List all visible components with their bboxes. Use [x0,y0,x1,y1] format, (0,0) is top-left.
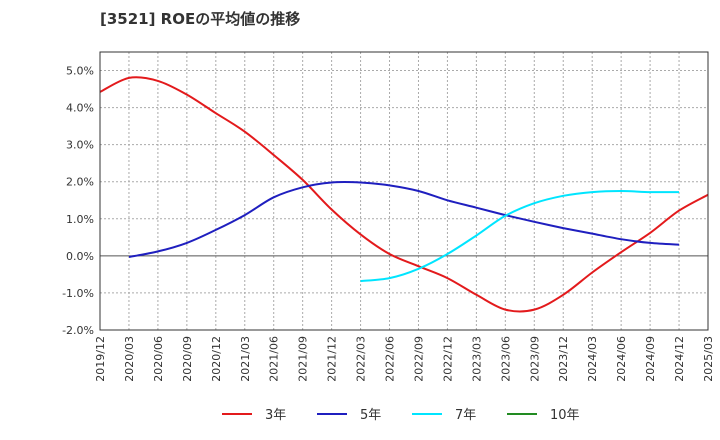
y-tick-label: -2.0% [62,324,94,337]
legend: 3年 5年 7年 10年 [222,408,580,423]
x-tick-label: 2020/12 [210,336,223,382]
x-tick-label: 2022/09 [412,336,425,382]
x-tick-label: 2023/09 [528,336,541,382]
x-tick-label: 2021/09 [297,336,310,382]
y-tick-label: 4.0% [66,102,94,115]
x-tick-label: 2023/12 [557,336,570,382]
y-axis-ticks: -2.0% -1.0% 0.0% 1.0% 2.0% 3.0% 4.0% 5.0% [62,65,94,337]
y-tick-label: 3.0% [66,139,94,152]
x-tick-label: 2024/03 [586,336,599,382]
x-tick-label: 2021/03 [239,336,252,382]
x-tick-label: 2020/09 [181,336,194,382]
y-tick-label: 2.0% [66,176,94,189]
series-lines [99,76,709,313]
legend-label-2: 7年 [455,408,476,423]
plot-frame [99,51,709,331]
series-line-2 [360,190,680,283]
x-axis-ticks: 2019/12 2020/03 2020/06 2020/09 2020/12 2021/… [94,336,715,382]
x-tick-label: 2024/09 [644,336,657,382]
x-tick-label: 2021/12 [326,336,339,382]
x-tick-label: 2023/03 [470,336,483,382]
x-tick-label: 2021/06 [268,336,281,382]
y-tick-label: 0.0% [66,250,94,263]
legend-label-3: 10年 [550,408,580,423]
series-line-1 [128,181,680,258]
y-tick-label: 1.0% [66,213,94,226]
x-tick-label: 2020/03 [123,336,136,382]
x-tick-label: 2022/12 [441,336,454,382]
legend-label-1: 5年 [360,408,381,423]
x-tick-label: 2020/06 [152,336,165,382]
chart-title: [3521] ROEの平均値の推移 [100,10,300,28]
x-tick-label: 2025/03 [702,336,715,382]
y-tick-label: -1.0% [62,287,94,300]
x-tick-label: 2023/06 [499,336,512,382]
legend-label-0: 3年 [265,408,286,423]
x-tick-label: 2019/12 [94,336,107,382]
y-tick-label: 5.0% [66,65,94,78]
series-line-0 [99,76,709,313]
x-tick-label: 2024/06 [615,336,628,382]
x-tick-label: 2022/03 [355,336,368,382]
x-tick-label: 2024/12 [673,336,686,382]
x-tick-label: 2022/06 [384,336,397,382]
